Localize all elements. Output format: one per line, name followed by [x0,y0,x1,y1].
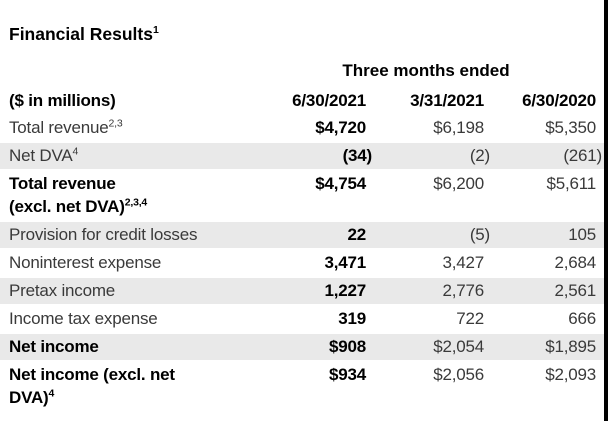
cell-value: 2,684 [554,253,596,272]
cell-value: 2,776 [442,281,484,300]
cell-value: $5,611 [546,174,596,193]
column-header-row: ($ in millions) 6/30/2021 3/31/2021 6/30… [0,89,604,114]
row-label: Net income (excl. net DVA)4 [9,365,175,407]
cell-value: $4,720 [315,118,366,137]
cell-value: 3,427 [442,253,484,272]
units-label: ($ in millions) [9,91,116,110]
table-row: Net income $908 $2,054 $1,895 [0,334,604,360]
footnote-marker: 2,3,4 [124,196,148,209]
cell-value: $2,056 [433,365,484,384]
cell-value: $1,895 [545,337,596,356]
cell-value: $2,054 [433,337,484,356]
table-rows: Total revenue2,3 $4,720 $6,198 $5,350 Net DV… [0,115,604,411]
footnote-marker: 4 [72,145,79,158]
column-header-1: 6/30/2021 [292,91,366,110]
table-row: Net DVA4 (34) (2) (261) [0,143,604,169]
cell-value: 3,471 [324,253,366,272]
row-label: Net DVA4 [9,145,79,165]
cell-value: $6,198 [433,118,484,137]
cell-value: 1,227 [324,281,366,300]
cell-value: $908 [328,337,366,356]
cell-value: (261) [563,146,602,165]
cell-value: $6,200 [433,174,484,193]
cell-value: $934 [328,365,366,384]
cell-value: 319 [338,309,366,328]
row-label: Net income [9,337,99,356]
row-label: Noninterest expense [9,253,162,272]
period-header: Three months ended [342,61,510,80]
cell-value: 2,561 [554,281,596,300]
page-content: Financial Results1 Three months ended ($… [0,23,612,411]
cell-value: $4,754 [315,174,366,193]
table-row: Total revenue2,3 $4,720 $6,198 $5,350 [0,115,604,141]
column-header-2: 3/31/2021 [410,91,484,110]
cell-value: (34) [342,146,373,165]
table-row: Total revenue (excl. net DVA)2,3,4 $4,754 $… [0,171,604,220]
row-label: Income tax expense [9,309,158,328]
footnote-marker: 4 [48,387,55,400]
page-title-footnote: 1 [152,24,159,37]
table-row: Noninterest expense 3,471 3,427 2,684 [0,250,604,276]
cell-value: 666 [568,309,596,328]
cell-value: 105 [568,225,596,244]
column-header-3: 6/30/2020 [522,91,596,110]
table-row: Net income (excl. net DVA)4 $934 $2,056 $2,0… [0,362,604,411]
cell-value: (5) [469,225,490,244]
page-title-text: Financial Results [9,24,153,44]
cell-value: (2) [469,146,490,165]
cell-value: $2,093 [545,365,596,384]
row-label: Total revenue (excl. net DVA)2,3,4 [9,174,148,216]
right-border-line [604,0,608,421]
table-row: Pretax income 1,227 2,776 2,561 [0,278,604,304]
results-table: Three months ended ($ in millions) 6/30/… [0,60,604,411]
cell-value: $5,350 [545,118,596,137]
cell-value: 722 [456,309,484,328]
row-label: Pretax income [9,281,116,300]
row-label: Provision for credit losses [9,225,198,244]
table-row: Provision for credit losses 22 (5) 105 [0,222,604,248]
table-row: Income tax expense 319 722 666 [0,306,604,332]
row-label: Total revenue2,3 [9,117,123,137]
period-header-row: Three months ended [0,60,604,82]
cell-value: 22 [347,225,366,244]
page-title: Financial Results1 [0,23,612,45]
footnote-marker: 2,3 [108,117,123,130]
